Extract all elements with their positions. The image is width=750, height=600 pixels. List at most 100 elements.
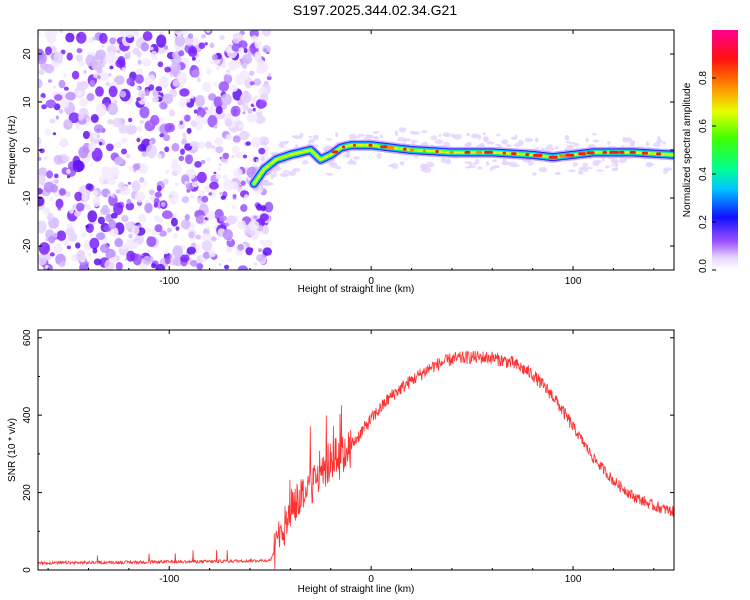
- noise-speckle: [89, 163, 93, 167]
- noise-speckle: [145, 199, 150, 204]
- noise-speckle: [191, 69, 200, 78]
- noise-speckle: [210, 145, 216, 150]
- ridge-halo: [492, 159, 497, 162]
- colorbar-tick-label: 0.2: [698, 215, 709, 229]
- noise-speckle: [244, 229, 253, 237]
- noise-speckle: [114, 141, 122, 149]
- noise-speckle: [47, 212, 54, 221]
- noise-speckle: [198, 42, 206, 49]
- noise-speckle: [172, 245, 183, 259]
- spectrogram-y-tick-label: -10: [22, 190, 33, 205]
- ridge-halo: [402, 138, 412, 142]
- noise-speckle: [162, 93, 174, 105]
- ridge-halo: [347, 161, 353, 165]
- noise-speckle: [241, 54, 253, 65]
- noise-speckle: [150, 114, 160, 126]
- noise-speckle: [240, 105, 244, 110]
- noise-speckle: [142, 255, 152, 265]
- noise-speckle: [252, 107, 256, 112]
- ridge-peak: [449, 150, 454, 154]
- noise-speckle: [208, 192, 213, 196]
- noise-speckle: [174, 182, 179, 187]
- noise-speckle: [118, 124, 129, 134]
- noise-speckle: [236, 220, 247, 230]
- snr-x-tick-label: -100: [159, 574, 179, 585]
- ridge-halo: [577, 169, 584, 176]
- noise-speckle: [65, 191, 71, 198]
- snr-y-tick-label: 0: [22, 567, 33, 573]
- noise-speckle: [240, 180, 246, 186]
- noise-speckle: [78, 146, 89, 159]
- snr-y-tick-label: 200: [22, 484, 33, 501]
- noise-speckle: [206, 157, 211, 162]
- noise-speckle: [53, 51, 64, 64]
- ridge-halo: [438, 134, 442, 137]
- noise-speckle: [157, 61, 164, 68]
- snr-x-tick-label: 100: [565, 574, 582, 585]
- noise-speckle: [134, 191, 146, 203]
- noise-speckle: [55, 115, 59, 120]
- ridge-halo: [335, 165, 342, 170]
- ridge-halo: [365, 134, 372, 138]
- ridge-halo: [501, 139, 509, 145]
- noise-speckle: [49, 118, 56, 124]
- noise-speckle: [60, 99, 69, 109]
- noise-speckle: [172, 214, 178, 219]
- noise-speckle: [131, 180, 141, 192]
- noise-speckle: [254, 40, 262, 49]
- ridge-halo: [510, 136, 516, 140]
- noise-speckle: [114, 75, 125, 85]
- ridge-halo: [614, 167, 618, 170]
- noise-speckle: [164, 122, 175, 133]
- noise-speckle: [224, 45, 234, 54]
- noise-speckle: [156, 34, 167, 48]
- ridge-halo: [409, 130, 416, 134]
- noise-speckle: [182, 132, 187, 137]
- noise-speckle: [194, 161, 202, 168]
- noise-speckle: [101, 166, 112, 178]
- colorbar-label: Normalized spectral amplitude: [682, 82, 693, 217]
- noise-speckle: [213, 82, 218, 87]
- ridge-peak: [619, 150, 625, 154]
- noise-speckle: [245, 141, 251, 146]
- spectrogram-y-tick-label: -20: [22, 238, 33, 253]
- noise-speckle: [218, 263, 222, 267]
- noise-speckle: [120, 137, 128, 144]
- noise-speckle: [47, 79, 53, 83]
- noise-speckle: [210, 236, 217, 242]
- noise-speckle: [102, 179, 108, 185]
- ridge-halo: [434, 139, 444, 145]
- ridge-halo: [357, 133, 366, 137]
- noise-speckle: [267, 72, 272, 77]
- ridge-peak: [609, 150, 619, 154]
- colorbar-ticks: 0.0 0.2 0.4 0.6 0.8: [698, 71, 716, 273]
- colorbar-tick-label: 0.8: [698, 71, 709, 85]
- noise-speckle: [198, 141, 205, 149]
- ridge-halo: [524, 137, 534, 143]
- noise-speckle: [93, 124, 104, 134]
- ridge-halo: [472, 162, 478, 166]
- noise-speckle: [223, 179, 234, 191]
- noise-speckle: [125, 202, 135, 211]
- noise-speckle: [56, 230, 67, 241]
- ridge-halo: [547, 144, 553, 148]
- noise-speckle: [76, 31, 87, 44]
- ridge-halo: [554, 171, 562, 176]
- noise-speckle: [195, 115, 202, 123]
- noise-speckle: [164, 256, 171, 265]
- ridge-halo: [398, 127, 407, 133]
- noise-speckle: [187, 33, 194, 39]
- noise-speckle: [243, 197, 247, 201]
- snr-plot-area: [38, 350, 674, 570]
- ridge-halo: [604, 165, 610, 169]
- ridge-halo: [596, 169, 605, 172]
- ridge-halo: [623, 137, 633, 143]
- noise-speckle: [159, 31, 163, 36]
- noise-speckle: [92, 132, 101, 140]
- noise-speckle: [109, 166, 120, 179]
- noise-speckle: [88, 37, 94, 44]
- noise-speckle: [38, 242, 50, 255]
- noise-speckle: [100, 207, 111, 216]
- ridge-halo: [572, 162, 578, 167]
- noise-speckle: [89, 237, 100, 250]
